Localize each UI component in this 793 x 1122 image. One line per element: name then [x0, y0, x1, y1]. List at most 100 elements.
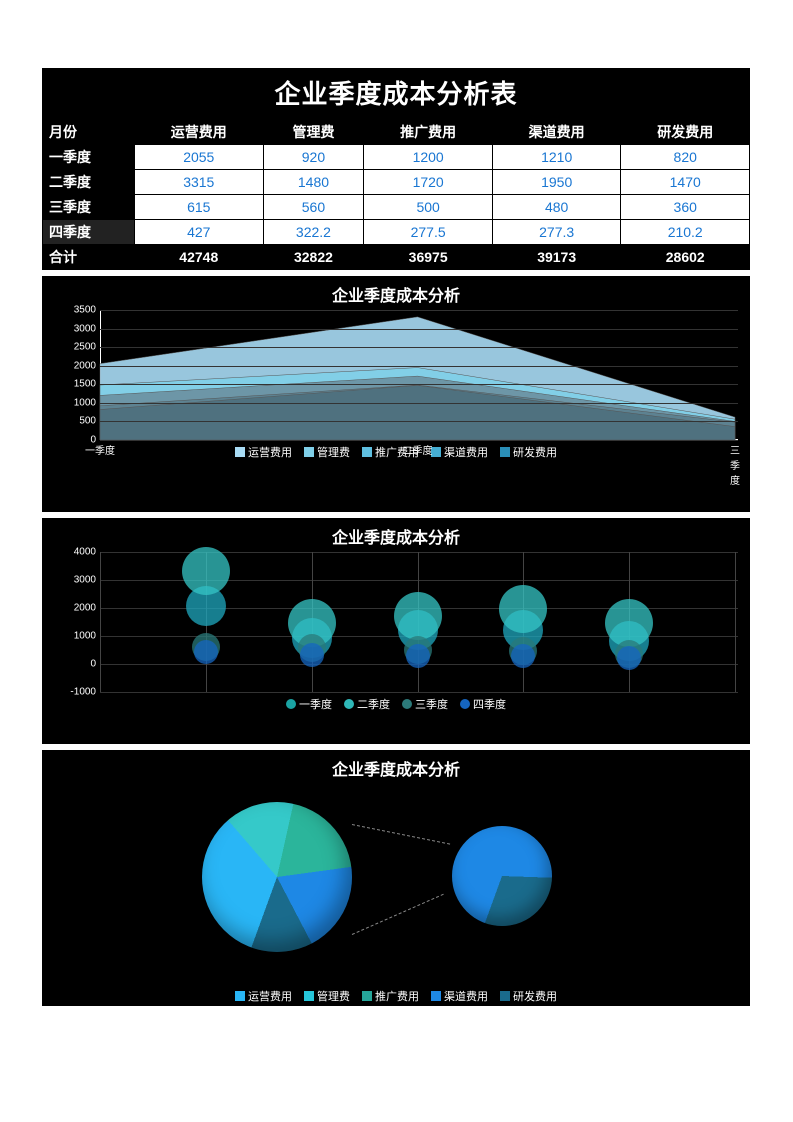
total-cell: 42748	[135, 245, 264, 270]
gridline	[100, 692, 738, 693]
bubble-point	[406, 644, 430, 668]
bubble-point	[499, 585, 547, 633]
cell: 560	[263, 195, 364, 220]
x-category-label: 三季度	[730, 442, 740, 487]
cell: 210.2	[621, 220, 750, 245]
bubble-point	[194, 640, 218, 664]
cell: 480	[492, 195, 621, 220]
legend-swatch-icon	[344, 699, 354, 709]
y-tick-label: 4000	[74, 547, 96, 558]
legend-swatch-icon	[460, 699, 470, 709]
legend-item: 一季度	[286, 699, 332, 711]
gridline	[100, 329, 738, 330]
gridline-vertical	[735, 552, 736, 692]
legend-item: 推广费用	[362, 991, 419, 1003]
pie	[452, 826, 552, 926]
cell: 1950	[492, 170, 621, 195]
area-chart: 企业季度成本分析 0500100015002000250030003500一季度…	[42, 276, 750, 512]
col-header: 管理费	[263, 120, 364, 145]
legend-item: 管理费	[304, 447, 350, 459]
y-tick-label: 3000	[74, 323, 96, 334]
total-cell: 39173	[492, 245, 621, 270]
legend-item: 运营费用	[235, 447, 292, 459]
row-label: 三季度	[43, 195, 135, 220]
bubble-point	[617, 646, 641, 670]
legend-swatch-icon	[304, 447, 314, 457]
y-tick-label: 1000	[74, 631, 96, 642]
gridline	[100, 384, 738, 385]
legend-item: 三季度	[402, 699, 448, 711]
cell: 820	[621, 145, 750, 170]
table-row: 一季度 2055 920 1200 1210 820	[43, 145, 750, 170]
pie-chart: 企业季度成本分析 运营费用管理费推广费用渠道费用研发费用	[42, 750, 750, 1006]
cell: 1200	[364, 145, 493, 170]
bubble-point	[300, 643, 324, 667]
chart-title: 企业季度成本分析	[42, 518, 750, 552]
legend-swatch-icon	[235, 991, 245, 1001]
row-label: 四季度	[43, 220, 135, 245]
legend-swatch-icon	[286, 699, 296, 709]
pie	[202, 802, 352, 952]
cell: 360	[621, 195, 750, 220]
x-category-label: 二季度	[403, 442, 433, 457]
y-tick-label: 2000	[74, 603, 96, 614]
legend-swatch-icon	[362, 991, 372, 1001]
legend-swatch-icon	[362, 447, 372, 457]
y-tick-label: 2000	[74, 360, 96, 371]
col-header: 推广费用	[364, 120, 493, 145]
gridline	[100, 366, 738, 367]
col-header: 研发费用	[621, 120, 750, 145]
cell: 1210	[492, 145, 621, 170]
cell: 2055	[135, 145, 264, 170]
table-row: 四季度 427 322.2 277.5 277.3 210.2	[43, 220, 750, 245]
cell: 500	[364, 195, 493, 220]
pie-chart-plot	[42, 784, 750, 984]
y-tick-label: -1000	[70, 687, 96, 698]
cell: 1470	[621, 170, 750, 195]
bubble-chart-plot: -100001000200030004000	[100, 552, 738, 692]
cell: 920	[263, 145, 364, 170]
gridline-vertical	[100, 552, 101, 692]
cell: 1480	[263, 170, 364, 195]
total-cell: 32822	[263, 245, 364, 270]
cell: 322.2	[263, 220, 364, 245]
y-tick-label: 500	[79, 416, 96, 427]
col-header: 运营费用	[135, 120, 264, 145]
legend-swatch-icon	[431, 447, 441, 457]
pie-chart-legend: 运营费用管理费推广费用渠道费用研发费用	[42, 984, 750, 1010]
cell: 615	[135, 195, 264, 220]
col-header: 渠道费用	[492, 120, 621, 145]
chart-title: 企业季度成本分析	[42, 276, 750, 310]
bubble-chart-legend: 一季度二季度三季度四季度	[42, 692, 750, 718]
row-label: 二季度	[43, 170, 135, 195]
cell: 3315	[135, 170, 264, 195]
legend-swatch-icon	[304, 991, 314, 1001]
y-tick-label: 2500	[74, 342, 96, 353]
gridline	[100, 440, 738, 441]
legend-item: 四季度	[460, 699, 506, 711]
cell: 277.3	[492, 220, 621, 245]
bubble-point	[394, 592, 442, 640]
cell: 1720	[364, 170, 493, 195]
report-title: 企业季度成本分析表	[42, 68, 750, 119]
table-total-row: 合计 42748 32822 36975 39173 28602	[43, 245, 750, 270]
y-tick-label: 0	[90, 659, 96, 670]
legend-item: 管理费	[304, 991, 350, 1003]
gridline	[100, 347, 738, 348]
legend-item: 研发费用	[500, 991, 557, 1003]
legend-item: 研发费用	[500, 447, 557, 459]
legend-item: 运营费用	[235, 991, 292, 1003]
total-cell: 28602	[621, 245, 750, 270]
bubble-point	[182, 547, 230, 595]
table-row: 二季度 3315 1480 1720 1950 1470	[43, 170, 750, 195]
gridline	[100, 310, 738, 311]
legend-item: 渠道费用	[431, 447, 488, 459]
legend-swatch-icon	[235, 447, 245, 457]
total-cell: 36975	[364, 245, 493, 270]
bubble-point	[511, 644, 535, 668]
chart-title: 企业季度成本分析	[42, 750, 750, 784]
legend-item: 二季度	[344, 699, 390, 711]
gridline	[100, 403, 738, 404]
pie-connector-line	[352, 894, 444, 935]
y-tick-label: 3000	[74, 575, 96, 586]
